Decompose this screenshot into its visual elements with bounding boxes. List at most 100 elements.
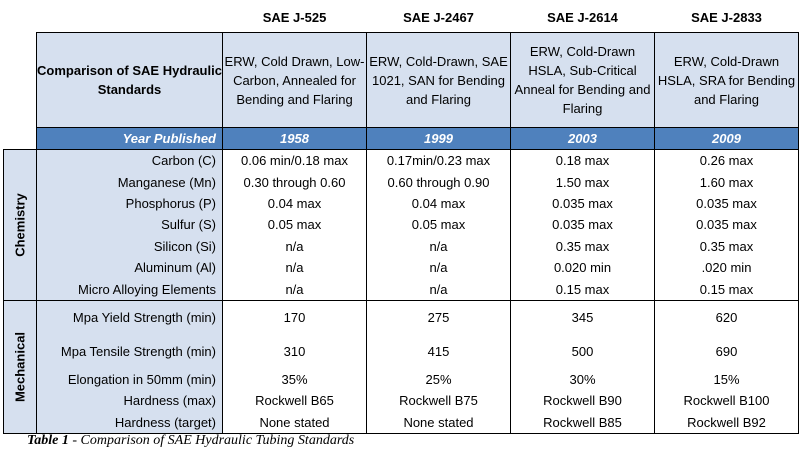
year-value: 1958 (222, 127, 367, 150)
standard-description: ERW, Cold-Drawn HSLA, SRA for Bending an… (654, 32, 799, 128)
standard-name: SAE J-2614 (510, 2, 655, 33)
standard-description: ERW, Cold-Drawn, SAE 1021, SAN for Bendi… (366, 32, 511, 128)
property-name: Hardness (target) (36, 411, 223, 434)
table-cell: 0.05 max (366, 214, 511, 236)
table-cell: 30% (510, 368, 655, 391)
mechanical-section-label: Mechanical (3, 299, 37, 434)
table-row: Hardness (max) Rockwell B65 Rockwell B75 Ro… (4, 390, 799, 412)
description-row: Comparison of SAE Hydraulic Standards ER… (3, 32, 799, 128)
standard-name: SAE J-2467 (366, 2, 511, 33)
table-row: Sulfur (S) 0.05 max 0.05 max 0.035 max 0.035… (4, 214, 799, 236)
property-name: Mpa Tensile Strength (min) (36, 334, 223, 369)
table-cell: 35% (222, 368, 367, 391)
table-row: Hardness (target) None stated None stated R… (4, 411, 799, 434)
property-name: Manganese (Mn) (36, 171, 223, 193)
table-cell: 415 (366, 334, 511, 369)
table-cell: None stated (222, 411, 367, 434)
table-row: Silicon (Si) n/a n/a 0.35 max 0.35 max (4, 235, 799, 257)
table-cell: 345 (510, 299, 655, 335)
standard-description: ERW, Cold Drawn, Low-Carbon, Annealed fo… (222, 32, 367, 128)
property-name: Sulfur (S) (36, 214, 223, 236)
table-row: Phosphorus (P) 0.04 max 0.04 max 0.035 max 0… (4, 192, 799, 215)
table-cell: 0.05 max (222, 214, 367, 236)
table-cell: 0.15 max (654, 278, 799, 301)
table-cell: 0.35 max (654, 235, 799, 257)
table-cell: 0.035 max (510, 192, 655, 215)
table-cell: 620 (654, 299, 799, 335)
year-row: Year Published 1958 1999 2003 2009 (3, 127, 799, 150)
table-cell: 0.035 max (654, 214, 799, 236)
year-value: 2009 (654, 127, 799, 150)
year-value: 1999 (366, 127, 511, 150)
table-cell: n/a (366, 256, 511, 279)
table-row: Manganese (Mn) 0.30 through 0.60 0.60 thro… (4, 171, 799, 193)
property-name: Phosphorus (P) (36, 192, 223, 215)
table-cell: 500 (510, 334, 655, 369)
table-row: Micro Alloying Elements n/a n/a 0.15 max 0.1… (4, 278, 799, 301)
caption-text: - Comparison of SAE Hydraulic Tubing Sta… (68, 433, 355, 448)
table-cell: 0.035 max (654, 192, 799, 215)
table-cell: 0.60 through 0.90 (366, 171, 511, 193)
table-cell: Rockwell B90 (510, 390, 655, 412)
standards-comparison-table: SAE J-525 SAE J-2467 SAE J-2614 SAE J-28… (3, 2, 799, 434)
table-cell: n/a (366, 235, 511, 257)
table-cell: 0.06 min/0.18 max (222, 149, 367, 172)
table-cell: 170 (222, 299, 367, 335)
table-cell: .020 min (654, 256, 799, 279)
property-name: Mpa Yield Strength (min) (36, 299, 223, 335)
year-value: 2003 (510, 127, 655, 150)
table-cell: Rockwell B75 (366, 390, 511, 412)
table-cell: n/a (222, 235, 367, 257)
standard-description: ERW, Cold-Drawn HSLA, Sub-Critical Annea… (510, 32, 655, 128)
table-cell: 0.020 min (510, 256, 655, 279)
property-name: Micro Alloying Elements (36, 278, 223, 301)
table-row: Mechanical Mpa Yield Strength (min) 170 275… (3, 299, 799, 434)
standard-name: SAE J-525 (222, 2, 367, 33)
table-caption: Table 1 - Comparison of SAE Hydraulic Tu… (27, 433, 354, 449)
table-cell: 25% (366, 368, 511, 391)
table-cell: None stated (366, 411, 511, 434)
table-cell: 0.35 max (510, 235, 655, 257)
table-cell: 0.04 max (222, 192, 367, 215)
section-label-text: Chemistry (12, 193, 28, 257)
table-row: Chemistry Carbon (C) 0.06 min/0.18 max 0.17… (3, 149, 799, 301)
property-name: Carbon (C) (36, 149, 223, 172)
table-cell: 0.26 max (654, 149, 799, 172)
table-cell: 1.60 max (654, 171, 799, 193)
table-cell: 0.18 max (510, 149, 655, 172)
table-cell: 275 (366, 299, 511, 335)
table-cell: 690 (654, 334, 799, 369)
table-cell: 0.17min/0.23 max (366, 149, 511, 172)
side-blank (3, 127, 37, 150)
table-cell: Rockwell B85 (510, 411, 655, 434)
table-cell: 0.04 max (366, 192, 511, 215)
table-row: Elongation in 50mm (min) 35% 25% 30% 15% (4, 368, 799, 391)
table-cell: n/a (222, 278, 367, 301)
table-cell: Rockwell B92 (654, 411, 799, 434)
table-row: Aluminum (Al) n/a n/a 0.020 min .020 min (4, 256, 799, 279)
table-cell: Rockwell B100 (654, 390, 799, 412)
corner-blank (36, 2, 223, 33)
corner-blank (3, 2, 37, 33)
table-cell: 0.15 max (510, 278, 655, 301)
table-row: Mpa Tensile Strength (min) 310 415 500 690 (4, 334, 799, 369)
standard-header-row: SAE J-525 SAE J-2467 SAE J-2614 SAE J-28… (3, 2, 799, 33)
table-cell: 310 (222, 334, 367, 369)
year-label: Year Published (36, 127, 223, 150)
caption-prefix: Table 1 (27, 433, 69, 448)
table-cell: n/a (366, 278, 511, 301)
table-cell: 15% (654, 368, 799, 391)
section-label-text: Mechanical (12, 331, 28, 402)
table-cell: 0.30 through 0.60 (222, 171, 367, 193)
table-cell: n/a (222, 256, 367, 279)
chemistry-section-label: Chemistry (3, 149, 37, 301)
property-name: Silicon (Si) (36, 235, 223, 257)
side-blank (3, 32, 37, 128)
table-cell: Rockwell B65 (222, 390, 367, 412)
table-cell: 1.50 max (510, 171, 655, 193)
property-name: Aluminum (Al) (36, 256, 223, 279)
property-name: Hardness (max) (36, 390, 223, 412)
table-cell: 0.035 max (510, 214, 655, 236)
property-name: Elongation in 50mm (min) (36, 368, 223, 391)
